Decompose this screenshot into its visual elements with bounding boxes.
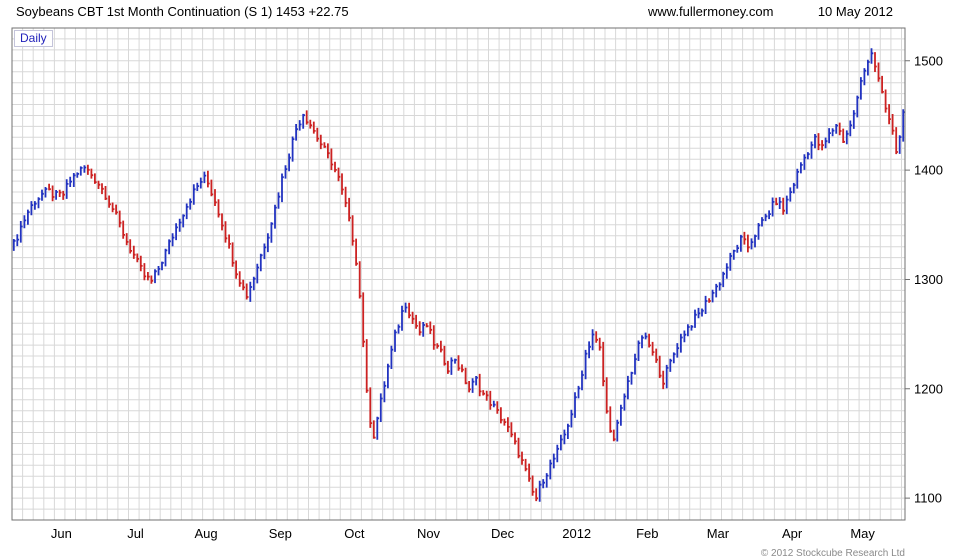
chart-title: Soybeans CBT 1st Month Continuation (S 1… bbox=[16, 4, 349, 22]
x-axis-label: Mar bbox=[707, 526, 730, 541]
last-price: 1453 bbox=[275, 4, 305, 19]
down-bars bbox=[48, 52, 898, 502]
x-axis-label: Sep bbox=[269, 526, 292, 541]
x-axis-label: Dec bbox=[491, 526, 515, 541]
x-axis-label: Apr bbox=[782, 526, 803, 541]
x-axis-label: Aug bbox=[195, 526, 218, 541]
copyright-notice: © 2012 Stockcube Research Ltd bbox=[761, 548, 905, 559]
timeframe-label: Daily bbox=[14, 30, 53, 47]
plot-frame bbox=[11, 27, 906, 521]
x-axis-label: Jun bbox=[51, 526, 72, 541]
x-axis-label: May bbox=[850, 526, 875, 541]
chart-date: 10 May 2012 bbox=[817, 4, 893, 19]
y-axis-ticks bbox=[905, 60, 910, 499]
x-axis-label: 2012 bbox=[562, 526, 591, 541]
y-axis-label: 1400 bbox=[914, 163, 943, 178]
x-axis-label: Nov bbox=[417, 526, 441, 541]
y-axis-label: 1500 bbox=[914, 53, 943, 68]
x-axis-label: Oct bbox=[344, 526, 365, 541]
x-axis-label: Feb bbox=[636, 526, 658, 541]
website-link[interactable]: www.fullermoney.com bbox=[648, 4, 774, 19]
price-change: +22.75 bbox=[308, 4, 349, 19]
instrument-name: Soybeans CBT 1st Month Continuation (S 1… bbox=[16, 4, 273, 19]
y-axis-label: 1100 bbox=[914, 491, 942, 506]
grid-lines bbox=[11, 27, 905, 521]
x-axis-label: Jul bbox=[127, 526, 144, 541]
up-bars bbox=[12, 48, 905, 502]
y-axis-label: 1200 bbox=[914, 381, 943, 396]
y-axis-label: 1300 bbox=[914, 272, 943, 287]
